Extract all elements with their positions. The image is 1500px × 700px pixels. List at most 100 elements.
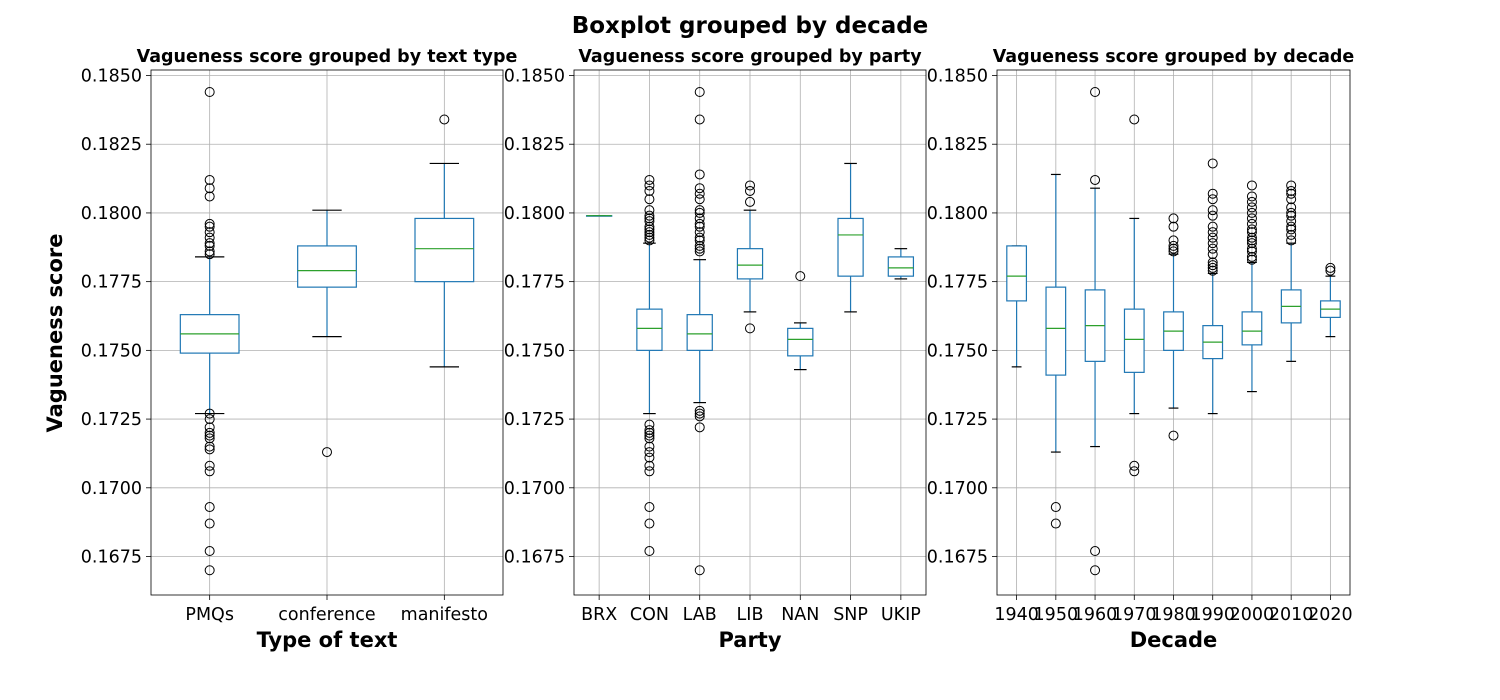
box-iqr xyxy=(414,217,475,283)
y-tick-label: 0.1675 xyxy=(81,548,142,568)
box-iqr xyxy=(837,217,864,277)
outlier-point xyxy=(694,227,705,238)
outlier-point xyxy=(204,430,215,441)
y-tick-label: 0.1750 xyxy=(81,341,142,361)
box-BRX xyxy=(585,215,613,217)
outlier-point xyxy=(1286,221,1297,232)
outlier-point xyxy=(204,218,215,229)
y-tick-label: 0.1725 xyxy=(81,410,142,430)
outlier-point xyxy=(1246,202,1257,213)
outlier-point xyxy=(1286,202,1297,213)
box-NAN xyxy=(787,271,814,371)
outlier-point xyxy=(1050,502,1061,513)
box-2010 xyxy=(1280,180,1302,362)
box-SNP xyxy=(837,162,864,313)
box-iqr xyxy=(1241,311,1263,346)
outlier-point xyxy=(644,433,655,444)
outlier-point xyxy=(745,196,755,207)
outlier-point xyxy=(1129,466,1140,477)
y-tick-label: 0.1775 xyxy=(504,273,565,293)
outlier-point xyxy=(694,169,705,180)
boxplot-panel-3: 0.1675 0.1700 0.1725 0.1750 0.1775 0.1800 0.18… xyxy=(927,47,1355,652)
outlier-point xyxy=(644,419,655,430)
y-tick-label: 0.1750 xyxy=(504,341,565,361)
outlier-point xyxy=(1090,565,1101,576)
outlier-point xyxy=(1207,262,1218,273)
outlier-point xyxy=(694,243,705,254)
panel-title: Vagueness score grouped by text type xyxy=(137,47,518,67)
outlier-point xyxy=(204,249,215,260)
y-tick-label: 0.1850 xyxy=(504,66,565,86)
outlier-point xyxy=(644,185,655,196)
outlier-point xyxy=(204,433,215,444)
outlier-point xyxy=(1246,180,1257,191)
outlier-point xyxy=(1207,243,1218,254)
y-tick-label: 0.1775 xyxy=(927,273,988,293)
box-1970 xyxy=(1123,114,1145,477)
outlier-point xyxy=(1246,243,1257,254)
box-iqr xyxy=(636,308,663,351)
outlier-point xyxy=(694,422,705,433)
outlier-point xyxy=(1207,238,1218,249)
x-tick-label: 1950 xyxy=(1034,605,1079,625)
box-iqr xyxy=(787,327,814,357)
outlier-point xyxy=(1050,518,1061,529)
outlier-point xyxy=(204,444,215,455)
y-tick-label: 0.1750 xyxy=(927,341,988,361)
outlier-point xyxy=(694,207,705,218)
boxplot-panels: 0.1675 0.1700 0.1725 0.1750 0.1775 0.1800 0.18… xyxy=(81,47,1355,652)
box-1940 xyxy=(1006,245,1028,368)
outlier-point xyxy=(204,232,215,243)
outlier-point xyxy=(1286,180,1297,191)
outlier-point xyxy=(745,323,755,334)
y-tick-label: 0.1700 xyxy=(927,479,988,499)
outlier-point xyxy=(1168,221,1179,232)
outlier-point xyxy=(1286,210,1297,221)
outlier-point xyxy=(694,235,705,246)
outlier-point xyxy=(795,271,806,282)
outlier-point xyxy=(644,452,655,463)
x-tick-label: 2020 xyxy=(1308,605,1353,625)
figure-suptitle: Boxplot grouped by decade xyxy=(572,13,929,39)
outlier-point xyxy=(644,441,655,452)
box-1950 xyxy=(1045,173,1067,529)
x-tick-label: 1940 xyxy=(994,605,1039,625)
outlier-point xyxy=(644,518,655,529)
outlier-point xyxy=(1246,213,1257,224)
outlier-point xyxy=(1246,251,1257,262)
outlier-point xyxy=(644,227,655,238)
outlier-point xyxy=(204,183,215,194)
x-tick-label: PMQs xyxy=(185,605,234,625)
outlier-point xyxy=(1207,188,1218,199)
outlier-point xyxy=(322,447,332,458)
outlier-point xyxy=(1090,546,1101,557)
outlier-point xyxy=(644,180,655,191)
box-manifesto xyxy=(414,114,475,368)
y-tick-label: 0.1800 xyxy=(927,204,988,224)
boxplot-panel-2: 0.1675 0.1700 0.1725 0.1750 0.1775 0.1800 0.18… xyxy=(504,47,927,652)
outlier-point xyxy=(1246,227,1257,238)
outlier-point xyxy=(1168,243,1179,254)
outlier-point xyxy=(1286,185,1297,196)
outlier-point xyxy=(204,565,215,576)
outlier-point xyxy=(644,460,655,471)
y-tick-label: 0.1825 xyxy=(504,135,565,155)
outlier-point xyxy=(745,180,755,191)
y-axis-label: Vagueness score xyxy=(43,234,67,433)
outlier-point xyxy=(1207,260,1218,271)
outlier-point xyxy=(204,238,215,249)
outlier-point xyxy=(644,232,655,243)
outlier-point xyxy=(1168,235,1179,246)
x-tick-label: UKIP xyxy=(881,605,921,625)
box-UKIP xyxy=(887,248,915,280)
y-tick-label: 0.1850 xyxy=(927,66,988,86)
outlier-point xyxy=(694,218,705,229)
y-tick-label: 0.1850 xyxy=(81,66,142,86)
x-axis-label: Party xyxy=(718,628,781,652)
x-tick-label: 1960 xyxy=(1073,605,1118,625)
outlier-point xyxy=(644,447,655,458)
outlier-point xyxy=(1207,210,1218,221)
outlier-point xyxy=(204,246,215,257)
x-tick-label: NAN xyxy=(781,605,819,625)
